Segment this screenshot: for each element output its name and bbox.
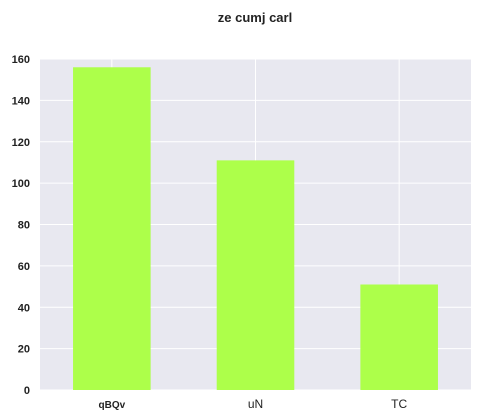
y-tick-label: 140: [12, 95, 30, 107]
bar-uN: [217, 160, 295, 390]
y-tick-label: 120: [12, 137, 30, 149]
y-axis-ticks: 0 20 40 60 80 100 120 140 160: [12, 54, 30, 397]
y-tick-label: 80: [18, 220, 30, 232]
y-tick-label: 100: [12, 178, 30, 190]
x-tick-label: uN: [248, 397, 263, 411]
y-tick-label: 60: [18, 261, 30, 273]
y-tick-label: 0: [24, 385, 30, 397]
x-tick-label: TC: [391, 397, 407, 411]
x-tick-label: qBQv: [98, 400, 125, 411]
chart-title: ze cumj carl: [218, 10, 292, 25]
y-tick-label: 40: [18, 302, 30, 314]
y-tick-label: 20: [18, 344, 30, 356]
x-axis-ticks: qBQv uN TC: [98, 397, 407, 411]
bar-TC: [360, 284, 438, 390]
y-tick-label: 160: [12, 54, 30, 66]
bar-qBQv: [73, 67, 151, 390]
